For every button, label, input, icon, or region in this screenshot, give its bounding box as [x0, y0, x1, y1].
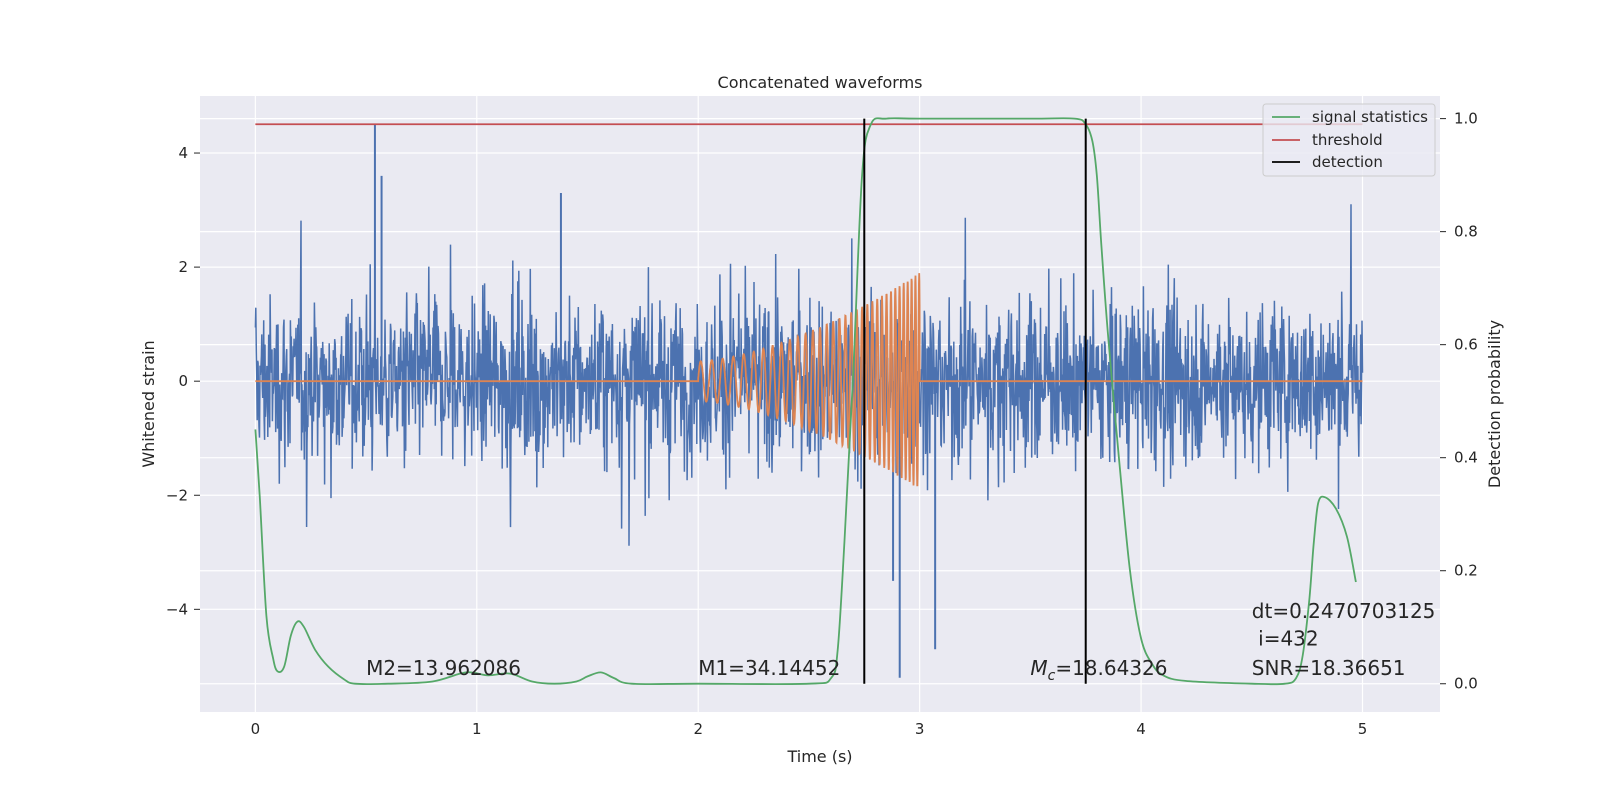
y-axis-label-right: Detection probability — [1485, 320, 1504, 488]
legend-label-threshold: threshold — [1312, 131, 1383, 149]
annotations: M2=13.962086 M1=34.14452 Mc=18.64326 SNR… — [366, 599, 1435, 684]
x-tick-label: 1 — [472, 720, 482, 738]
y-tick-label-right: 0.6 — [1454, 336, 1478, 354]
legend: signal statistics threshold detection — [1262, 103, 1436, 177]
y-tick-label-right: 0.2 — [1454, 562, 1478, 580]
annotation-mc-subscript: c — [1048, 668, 1056, 684]
chart-title: Concatenated waveforms — [718, 73, 923, 92]
y-axis-label-left: Whitened strain — [139, 340, 158, 467]
x-tick-label: 3 — [915, 720, 925, 738]
annotation-snr: SNR=18.36651 — [1252, 656, 1406, 680]
y-tick-label-left: 0 — [178, 372, 188, 390]
x-tick-label: 4 — [1136, 720, 1146, 738]
legend-label-signal-statistics: signal statistics — [1312, 108, 1428, 126]
annotation-m2: M2=13.962086 — [366, 656, 521, 680]
annotation-mc: Mc=18.64326 — [1030, 656, 1167, 684]
y-tick-label-left: −2 — [166, 486, 188, 504]
x-tick-label: 5 — [1358, 720, 1368, 738]
x-axis-label: Time (s) — [786, 747, 852, 766]
annotation-index: i=432 — [1252, 626, 1319, 650]
x-tick-label: 2 — [693, 720, 703, 738]
series-whitened-strain-line — [254, 204, 1364, 546]
y-tick-label-left: 4 — [178, 144, 188, 162]
data-layer — [254, 117, 1364, 686]
legend-box — [1262, 103, 1436, 177]
x-tick-label: 0 — [251, 720, 261, 738]
annotation-mc-symbol: M — [1030, 656, 1047, 680]
annotation-dt: dt=0.2470703125 — [1252, 599, 1436, 623]
annotation-mc-value: =18.64326 — [1055, 656, 1167, 680]
y-tick-label-right: 0.8 — [1454, 223, 1478, 241]
y-tick-label-right: 1.0 — [1454, 110, 1478, 128]
series-signal-statistics-line — [254, 117, 1357, 686]
y-tick-label-left: −4 — [166, 600, 188, 618]
y-tick-label-left: 2 — [178, 258, 188, 276]
annotation-m1: M1=34.14452 — [698, 656, 840, 680]
axis-ticks: 0 1 2 3 4 5 −4 −2 0 2 4 0.0 0.2 0.4 0.6 0.8 1.0 — [166, 110, 1478, 738]
legend-label-detection: detection — [1312, 153, 1383, 171]
series-chirp-line — [255, 273, 1363, 487]
y-tick-label-right: 0.0 — [1454, 675, 1478, 693]
y-tick-label-right: 0.4 — [1454, 449, 1478, 467]
